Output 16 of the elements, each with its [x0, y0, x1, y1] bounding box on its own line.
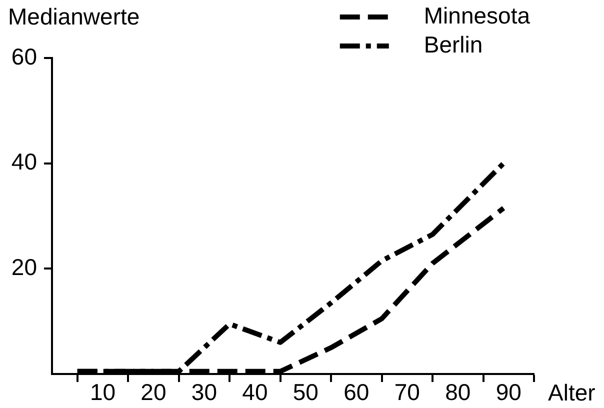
y-tick-label: 60	[11, 43, 37, 70]
y-tick-label: 40	[11, 148, 37, 175]
y-tick-label: 20	[11, 254, 37, 280]
x-tick-label: 40	[242, 378, 268, 405]
x-tick-label: 10	[90, 378, 116, 405]
x-tick-label: 20	[140, 378, 166, 405]
x-tick-label: 90	[496, 378, 522, 405]
x-tick-label: 80	[445, 378, 471, 405]
x-tick-label: 30	[191, 378, 218, 405]
y-axis-title: Medianwerte	[8, 3, 140, 30]
x-tick-label: 70	[394, 378, 420, 405]
x-tick-label: 50	[292, 378, 318, 405]
x-axis-title: Alter	[548, 379, 596, 406]
legend-label: Minnesota	[424, 2, 530, 28]
x-tick-label: 60	[344, 378, 370, 405]
legend-label: Berlin	[424, 31, 483, 58]
